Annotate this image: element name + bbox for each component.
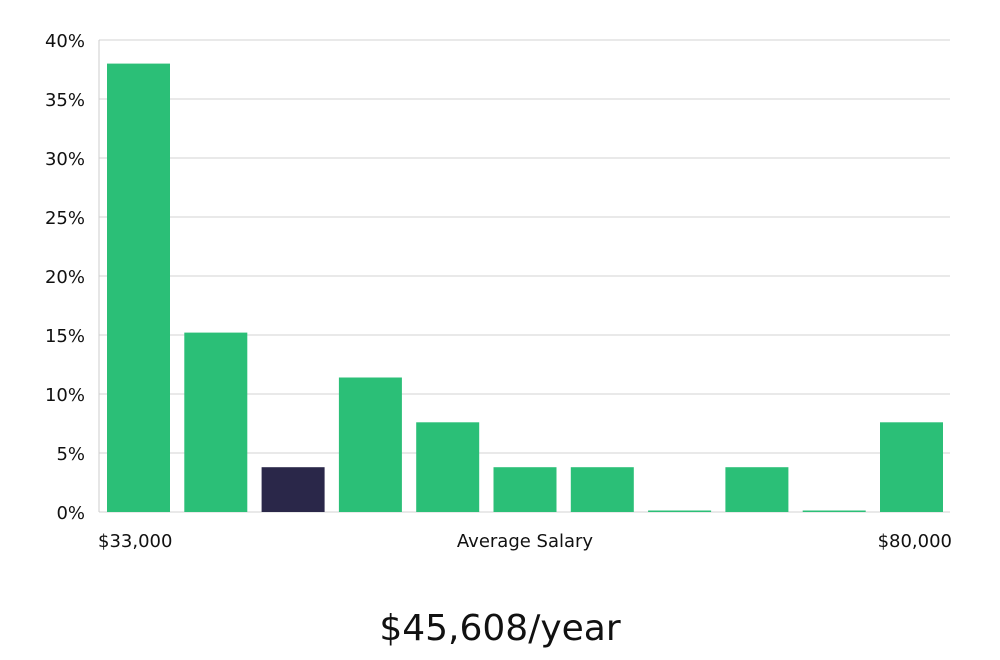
bar-highlighted (261, 467, 325, 512)
y-tick-label: 15% (45, 326, 85, 347)
bar (802, 510, 866, 512)
bar (570, 467, 634, 512)
y-tick-label: 10% (45, 385, 85, 406)
bar (416, 422, 480, 512)
bar (648, 510, 712, 512)
bar (725, 467, 789, 512)
salary-histogram: 0% 5% 10% 15% 20% 25% 30% 35% 40% $33,000 Averag… (45, 31, 952, 552)
y-tick-label: 35% (45, 90, 85, 111)
y-tick-label: 0% (56, 503, 85, 524)
y-tick-label: 30% (45, 149, 85, 170)
y-tick-label: 5% (56, 444, 85, 465)
bar (338, 377, 402, 512)
bar (107, 63, 170, 512)
y-tick-label: 25% (45, 208, 85, 229)
y-tick-label: 20% (45, 267, 85, 288)
bar (493, 467, 557, 512)
y-axis-ticks: 0% 5% 10% 15% 20% 25% 30% 35% 40% (45, 31, 85, 524)
bar (880, 422, 943, 512)
average-salary-value: $45,608/year (379, 608, 621, 649)
x-axis-title: Average Salary (457, 531, 594, 552)
x-axis-min-label: $33,000 (98, 531, 172, 552)
bar (184, 332, 248, 512)
x-axis-max-label: $80,000 (878, 531, 952, 552)
y-tick-label: 40% (45, 31, 85, 52)
bars (107, 63, 943, 512)
